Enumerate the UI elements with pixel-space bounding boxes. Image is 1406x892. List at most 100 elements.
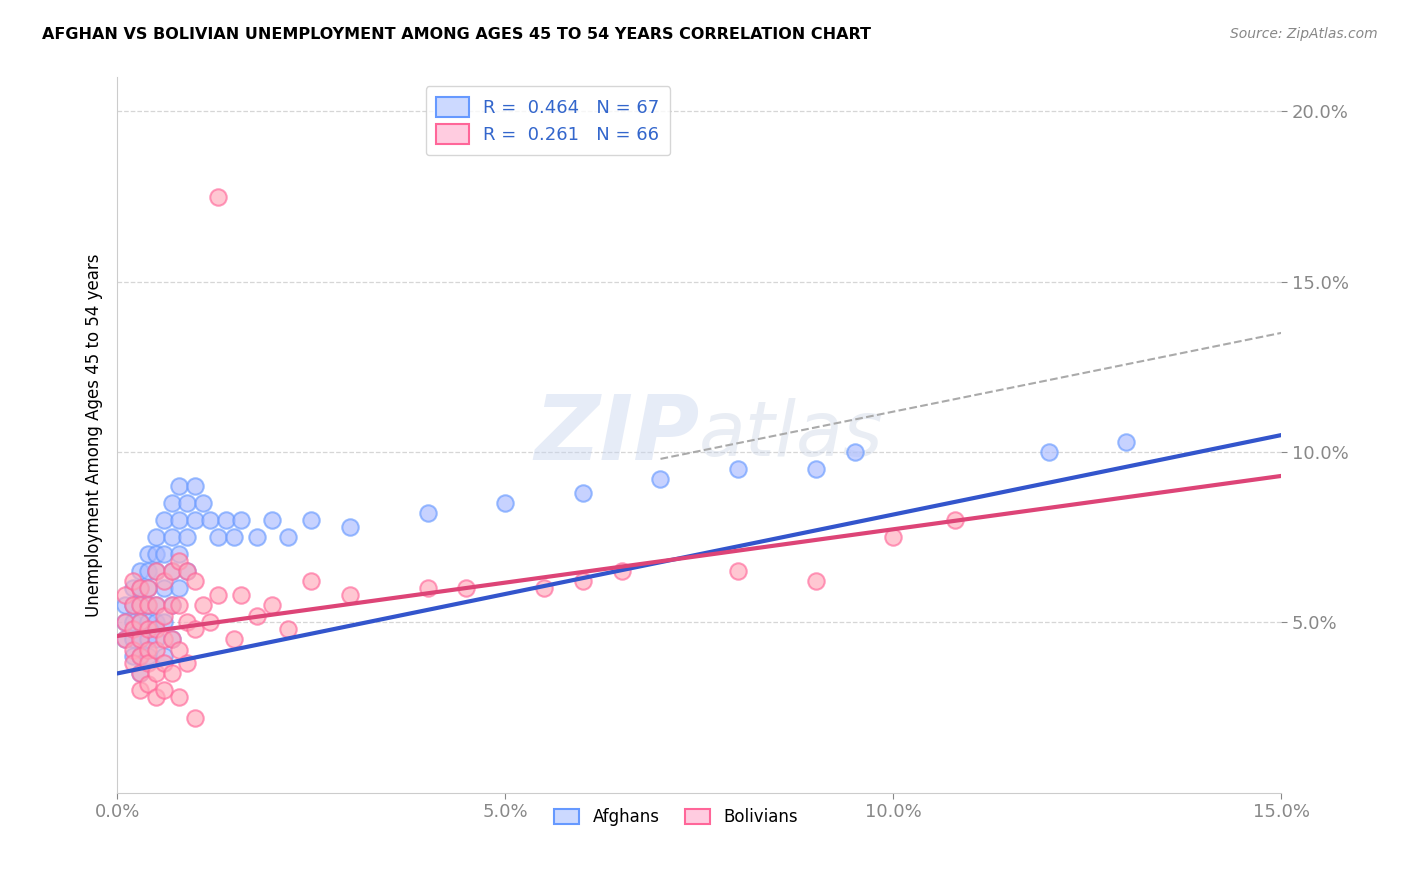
Afghans [160, 632, 183, 647]
Bolivians [299, 574, 322, 589]
Afghans [160, 530, 183, 544]
Bolivians [152, 632, 174, 647]
Afghans [121, 615, 143, 630]
Bolivians [121, 574, 143, 589]
Bolivians [136, 676, 159, 690]
Afghans [299, 513, 322, 527]
Bolivians [169, 690, 191, 705]
Bolivians [152, 608, 174, 623]
Afghans [152, 582, 174, 596]
Bolivians [136, 582, 159, 596]
Afghans [184, 513, 207, 527]
Afghans [160, 496, 183, 510]
Bolivians [114, 632, 136, 647]
Afghans [136, 615, 159, 630]
Bolivians [169, 599, 191, 613]
Bolivians [136, 622, 159, 636]
Bolivians [121, 622, 143, 636]
Afghans [152, 547, 174, 561]
Afghans [114, 615, 136, 630]
Afghans [121, 649, 143, 664]
Bolivians [145, 564, 167, 578]
Afghans [129, 666, 152, 681]
Afghans [176, 564, 198, 578]
Bolivians [160, 599, 183, 613]
Afghans [129, 564, 152, 578]
Bolivians [121, 599, 143, 613]
Afghans [200, 513, 222, 527]
Bolivians [207, 189, 229, 203]
Afghans [145, 615, 167, 630]
Afghans [145, 599, 167, 613]
Afghans [136, 547, 159, 561]
Bolivians [184, 574, 207, 589]
Afghans [114, 632, 136, 647]
Text: Source: ZipAtlas.com: Source: ZipAtlas.com [1230, 27, 1378, 41]
Bolivians [456, 582, 478, 596]
Afghans [129, 632, 152, 647]
Bolivians [160, 666, 183, 681]
Afghans [136, 632, 159, 647]
Bolivians [145, 642, 167, 657]
Afghans [152, 649, 174, 664]
Bolivians [222, 632, 245, 647]
Afghans [160, 564, 183, 578]
Afghans [572, 486, 595, 500]
Bolivians [231, 588, 253, 602]
Bolivians [136, 599, 159, 613]
Afghans [136, 599, 159, 613]
Bolivians [114, 588, 136, 602]
Afghans [1115, 434, 1137, 449]
Bolivians [533, 582, 555, 596]
Afghans [136, 582, 159, 596]
Afghans [246, 530, 269, 544]
Bolivians [191, 599, 214, 613]
Bolivians [129, 666, 152, 681]
Bolivians [176, 564, 198, 578]
Afghans [169, 513, 191, 527]
Bolivians [176, 615, 198, 630]
Text: atlas: atlas [699, 398, 884, 472]
Bolivians [200, 615, 222, 630]
Afghans [169, 547, 191, 561]
Afghans [176, 530, 198, 544]
Afghans [176, 496, 198, 510]
Afghans [494, 496, 516, 510]
Afghans [121, 632, 143, 647]
Bolivians [114, 615, 136, 630]
Afghans [129, 649, 152, 664]
Afghans [222, 530, 245, 544]
Bolivians [136, 657, 159, 671]
Bolivians [882, 530, 904, 544]
Bolivians [610, 564, 633, 578]
Bolivians [145, 690, 167, 705]
Afghans [129, 615, 152, 630]
Bolivians [804, 574, 827, 589]
Bolivians [145, 666, 167, 681]
Bolivians [152, 574, 174, 589]
Afghans [114, 599, 136, 613]
Y-axis label: Unemployment Among Ages 45 to 54 years: Unemployment Among Ages 45 to 54 years [86, 253, 103, 616]
Bolivians [129, 599, 152, 613]
Bolivians [176, 657, 198, 671]
Afghans [152, 513, 174, 527]
Afghans [339, 520, 361, 534]
Bolivians [145, 599, 167, 613]
Bolivians [129, 615, 152, 630]
Bolivians [152, 683, 174, 698]
Afghans [129, 599, 152, 613]
Bolivians [572, 574, 595, 589]
Bolivians [184, 622, 207, 636]
Afghans [145, 547, 167, 561]
Afghans [136, 564, 159, 578]
Bolivians [129, 683, 152, 698]
Bolivians [121, 642, 143, 657]
Afghans [121, 599, 143, 613]
Bolivians [945, 513, 967, 527]
Afghans [145, 632, 167, 647]
Afghans [169, 479, 191, 493]
Afghans [184, 479, 207, 493]
Afghans [231, 513, 253, 527]
Bolivians [129, 632, 152, 647]
Afghans [262, 513, 284, 527]
